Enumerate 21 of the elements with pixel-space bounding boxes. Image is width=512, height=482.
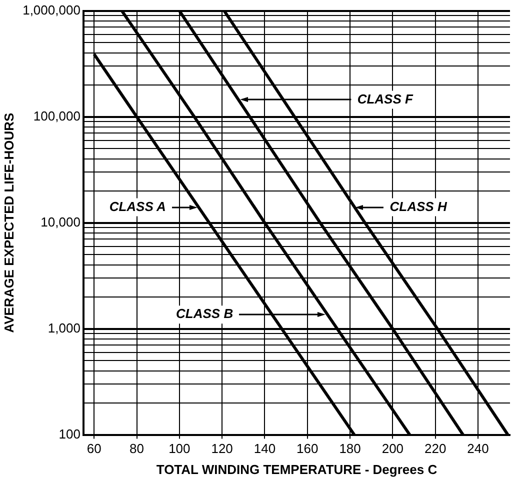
x-axis-title: TOTAL WINDING TEMPERATURE - Degrees C xyxy=(156,462,438,477)
x-tick-label: 100 xyxy=(168,441,190,456)
y-tick-label: 1,000 xyxy=(48,320,80,336)
x-tick-label: 180 xyxy=(339,441,361,456)
x-tick-label: 200 xyxy=(382,441,404,456)
x-tick-label: 140 xyxy=(254,441,276,456)
x-tick-label: 220 xyxy=(424,441,446,456)
y-tick-label: 100,000 xyxy=(33,108,80,124)
annotation: CLASS H xyxy=(390,198,448,214)
annotation: CLASS A xyxy=(109,198,166,214)
y-axis-title: AVERAGE EXPECTED LIFE-HOURS xyxy=(1,112,16,333)
y-tick-label: 1,000,000 xyxy=(22,2,80,18)
x-tick-label: 240 xyxy=(467,441,489,456)
x-tick-label: 80 xyxy=(130,441,144,456)
annotation: CLASS F xyxy=(357,91,414,106)
x-tick-label: 160 xyxy=(296,441,318,456)
y-tick-label: 100 xyxy=(58,426,80,442)
annotation: CLASS B xyxy=(176,306,234,322)
y-tick-label: 10,000 xyxy=(40,214,80,230)
x-tick-label: 120 xyxy=(211,441,233,456)
x-tick-label: 60 xyxy=(86,441,102,456)
